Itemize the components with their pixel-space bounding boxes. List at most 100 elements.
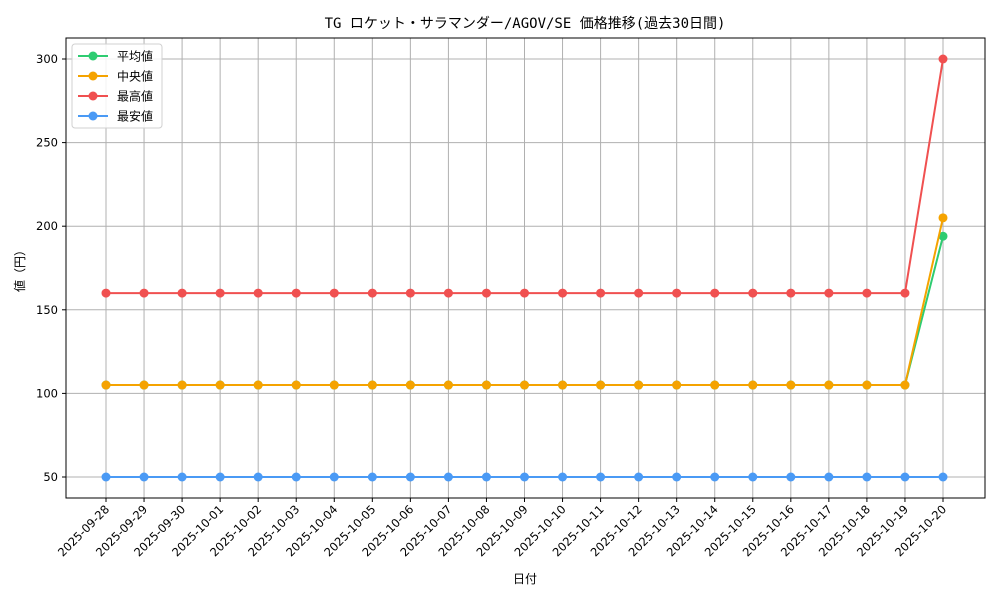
data-point xyxy=(177,380,187,390)
data-point xyxy=(481,472,491,482)
data-point xyxy=(405,472,415,482)
data-point xyxy=(596,288,606,298)
y-tick-label: 250 xyxy=(36,136,58,150)
legend-marker-icon xyxy=(88,111,98,121)
y-tick-label: 50 xyxy=(43,470,58,484)
x-axis-ticks: 2025-09-282025-09-292025-09-302025-10-01… xyxy=(55,498,949,559)
legend-label: 最安値 xyxy=(117,109,153,124)
data-point xyxy=(938,472,948,482)
legend-item: 平均値 xyxy=(78,49,153,64)
legend-marker-icon xyxy=(88,51,98,61)
series-3 xyxy=(101,472,948,482)
data-point xyxy=(139,472,149,482)
y-tick-label: 150 xyxy=(36,303,58,317)
data-point xyxy=(938,231,948,241)
data-point xyxy=(291,380,301,390)
data-point xyxy=(367,472,377,482)
data-point xyxy=(748,380,758,390)
data-point xyxy=(558,380,568,390)
y-tick-label: 300 xyxy=(36,52,58,66)
y-tick-label: 100 xyxy=(36,386,58,400)
data-point xyxy=(634,380,644,390)
data-point xyxy=(938,213,948,223)
legend-item: 最安値 xyxy=(78,109,153,124)
data-point xyxy=(101,472,111,482)
data-point xyxy=(558,472,568,482)
series-1 xyxy=(101,213,948,390)
data-point xyxy=(824,288,834,298)
data-point xyxy=(291,472,301,482)
data-point xyxy=(139,288,149,298)
data-point xyxy=(101,288,111,298)
data-point xyxy=(938,54,948,64)
data-point xyxy=(443,380,453,390)
legend-marker-icon xyxy=(88,71,98,81)
data-point xyxy=(786,472,796,482)
data-series xyxy=(101,54,948,482)
data-point xyxy=(786,380,796,390)
data-point xyxy=(710,288,720,298)
data-point xyxy=(215,288,225,298)
data-point xyxy=(329,472,339,482)
data-point xyxy=(520,380,529,390)
data-point xyxy=(596,472,606,482)
data-point xyxy=(177,288,187,298)
data-point xyxy=(824,472,834,482)
legend-box xyxy=(71,43,163,129)
data-point xyxy=(253,288,263,298)
data-point xyxy=(862,380,872,390)
data-point xyxy=(520,472,529,482)
data-point xyxy=(405,380,415,390)
data-point xyxy=(253,472,263,482)
legend-marker-icon xyxy=(88,91,98,101)
data-point xyxy=(900,472,910,482)
data-point xyxy=(900,380,910,390)
data-point xyxy=(520,288,529,298)
data-point xyxy=(748,288,758,298)
data-point xyxy=(672,380,682,390)
data-point xyxy=(405,288,415,298)
data-point xyxy=(481,380,491,390)
data-point xyxy=(367,380,377,390)
data-point xyxy=(786,288,796,298)
data-point xyxy=(862,472,872,482)
chart-title: TG ロケット・サラマンダー/AGOV/SE 価格推移(過去30日間) xyxy=(325,16,726,32)
data-point xyxy=(443,472,453,482)
data-point xyxy=(367,288,377,298)
data-point xyxy=(139,380,149,390)
legend-label: 中央値 xyxy=(117,69,153,84)
data-point xyxy=(253,380,263,390)
data-point xyxy=(672,288,682,298)
data-point xyxy=(481,288,491,298)
legend-item: 中央値 xyxy=(78,69,153,84)
data-point xyxy=(634,288,644,298)
y-tick-label: 200 xyxy=(36,219,58,233)
series-2 xyxy=(101,54,948,298)
data-point xyxy=(443,288,453,298)
x-axis-label: 日付 xyxy=(513,572,537,586)
data-point xyxy=(101,380,111,390)
legend-label: 最高値 xyxy=(117,89,153,104)
data-point xyxy=(710,380,720,390)
y-axis-ticks: 50 100 150 200 250 300 xyxy=(36,52,66,484)
data-point xyxy=(710,472,720,482)
data-point xyxy=(558,288,568,298)
data-point xyxy=(291,288,301,298)
data-point xyxy=(748,472,758,482)
data-point xyxy=(329,288,339,298)
data-point xyxy=(672,472,682,482)
data-point xyxy=(596,380,606,390)
data-point xyxy=(215,472,225,482)
data-point xyxy=(862,288,872,298)
data-point xyxy=(900,288,910,298)
grid-lines xyxy=(66,38,985,498)
data-point xyxy=(634,472,644,482)
axes-frame xyxy=(65,37,986,499)
data-point xyxy=(177,472,187,482)
legend-item: 最高値 xyxy=(78,89,153,104)
data-point xyxy=(215,380,225,390)
legend-label: 平均値 xyxy=(117,49,153,64)
y-axis-label: 値（円） xyxy=(12,244,27,292)
